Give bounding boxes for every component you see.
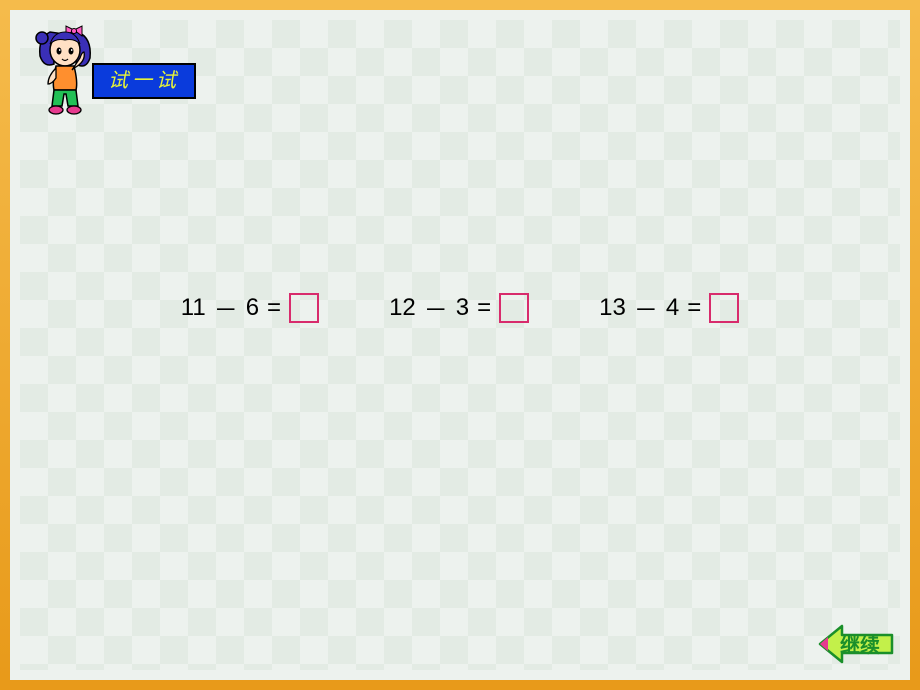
operand-a: 11 (181, 294, 206, 322)
answer-box[interactable] (709, 293, 739, 323)
operator: － (634, 290, 658, 325)
problem-3: 13 － 4 = (599, 290, 739, 325)
checker-background (20, 20, 900, 670)
title-badge: 试一试 (92, 63, 196, 99)
problem-1: 11 － 6 = (181, 290, 319, 325)
operand-b: 6 (246, 294, 259, 322)
character-girl (30, 24, 100, 124)
continue-label: 继续 (840, 629, 880, 658)
answer-box[interactable] (289, 293, 319, 323)
operator: － (424, 290, 448, 325)
equals: = (687, 294, 701, 322)
page-frame: 试一试 11 － 6 = 12 － 3 = 13 － 4 = 继 (0, 0, 920, 690)
equals: = (267, 294, 281, 322)
answer-box[interactable] (499, 293, 529, 323)
operator: － (214, 290, 238, 325)
operand-b: 3 (456, 294, 469, 322)
operand-b: 4 (666, 294, 679, 322)
continue-button[interactable]: 继续 (818, 622, 896, 666)
problem-2: 12 － 3 = (389, 290, 529, 325)
equals: = (477, 294, 491, 322)
problems-row: 11 － 6 = 12 － 3 = 13 － 4 = (10, 290, 910, 325)
operand-a: 13 (599, 294, 626, 322)
operand-a: 12 (389, 294, 416, 322)
